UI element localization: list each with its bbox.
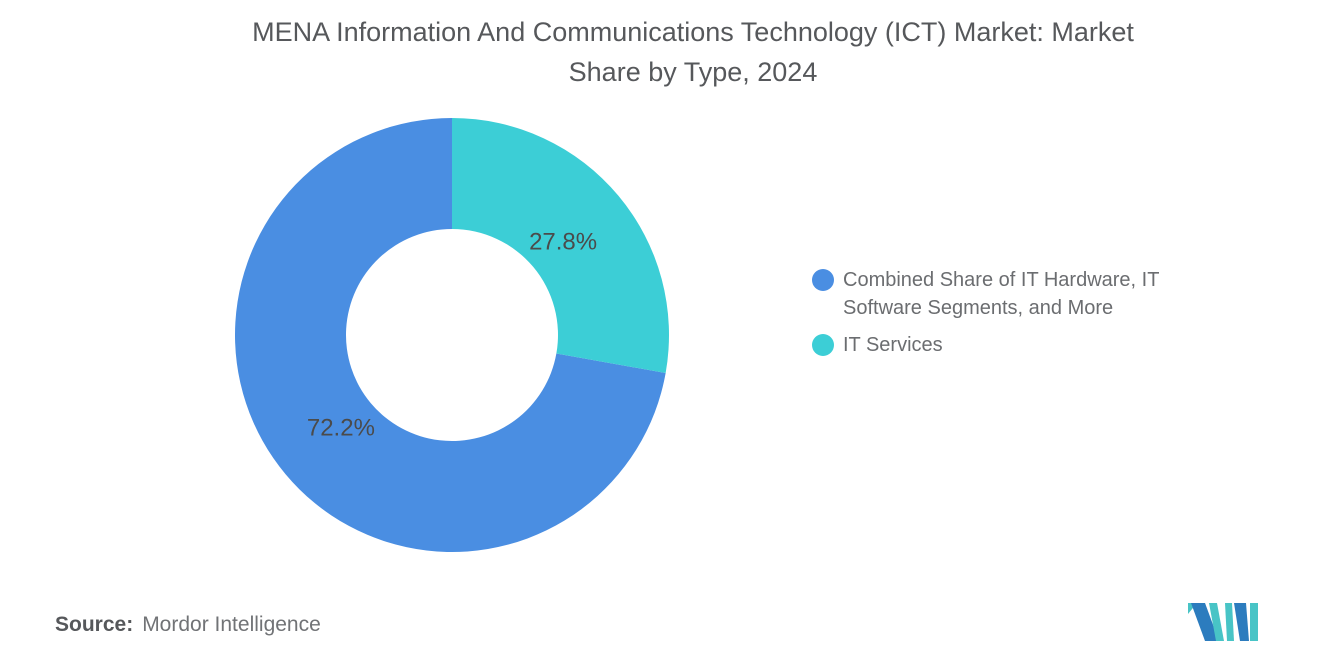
donut-slice-1[interactable] [452,118,669,373]
legend-item-combined-share[interactable]: Combined Share of IT Hardware, IT Softwa… [812,266,1212,322]
logo-teal-bar-mid [1225,603,1234,641]
legend-item-it-services[interactable]: IT Services [812,331,1212,359]
source-value: Mordor Intelligence [142,613,321,636]
source-label: Source: [55,613,134,636]
mordor-intelligence-logo [1188,603,1258,641]
chart-title-line2: Share by Type, 2024 [568,57,818,87]
source-line: Source: Mordor Intelligence [55,613,321,637]
logo-teal-diagonal-left [1209,603,1224,641]
donut-slice-0[interactable] [234,118,666,552]
legend-label-combined-share: Combined Share of IT Hardware, IT Softwa… [843,269,1160,319]
slice-label-1: 27.8% [529,228,597,255]
legend-label-it-services: IT Services [843,334,943,356]
logo-blue-diagonal-left [1191,603,1219,641]
legend-marker-it-services-icon [812,334,834,356]
chart-title: MENA Information And Communications Tech… [66,12,1320,92]
legend: Combined Share of IT Hardware, IT Softwa… [812,266,1212,368]
logo-blue-diagonal-right [1234,603,1249,641]
donut-svg: 72.2% 27.8% [234,118,669,552]
logo-teal-bar-right [1250,603,1258,641]
legend-marker-combined-share-icon [812,269,834,291]
slice-label-0: 72.2% [307,415,375,442]
donut-chart: 72.2% 27.8% [234,118,669,552]
chart-title-line1: MENA Information And Communications Tech… [252,17,1134,47]
